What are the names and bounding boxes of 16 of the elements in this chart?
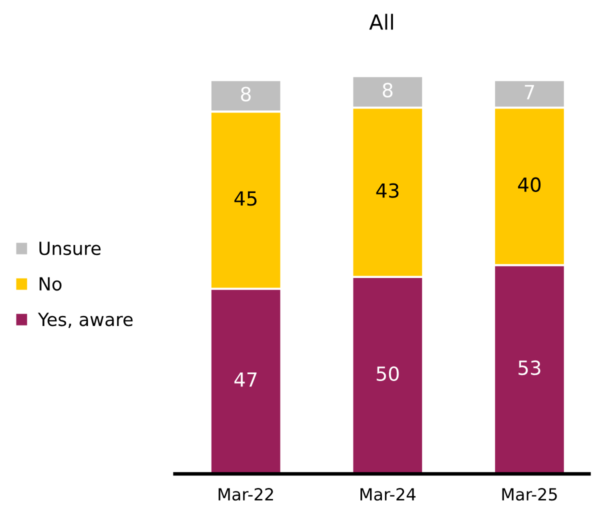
data-label: 47 bbox=[234, 372, 257, 387]
data-label: 50 bbox=[376, 366, 399, 382]
x-tick-label: Mar-25 bbox=[502, 488, 557, 501]
data-label: 7 bbox=[524, 85, 534, 100]
data-label: 8 bbox=[240, 86, 251, 102]
data-label: 43 bbox=[376, 183, 398, 198]
legend-label: Unsure bbox=[39, 242, 101, 256]
data-label: 40 bbox=[518, 177, 541, 192]
chart-title: All bbox=[369, 14, 393, 30]
data-label: 53 bbox=[518, 360, 540, 376]
x-tick-label: Mar-24 bbox=[360, 488, 416, 501]
x-tick-label: Mar-22 bbox=[218, 488, 273, 501]
data-label: 8 bbox=[382, 82, 393, 98]
data-label: 45 bbox=[234, 191, 257, 206]
legend-label: No bbox=[40, 277, 62, 291]
legend-label: Yes, aware bbox=[38, 312, 133, 328]
